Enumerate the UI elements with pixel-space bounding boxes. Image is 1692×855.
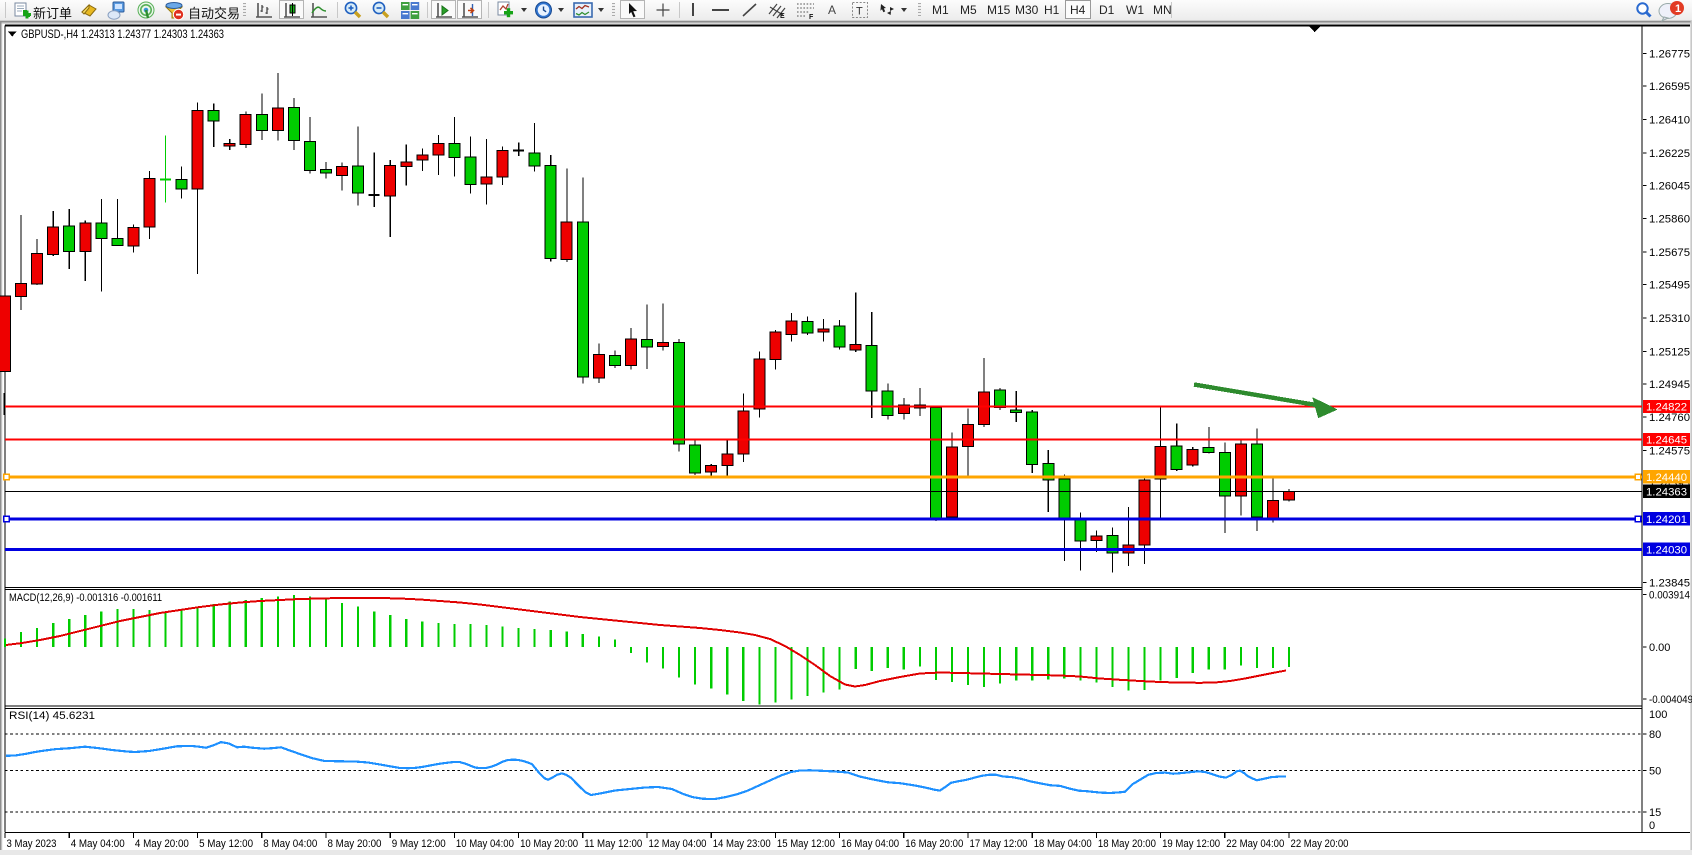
svg-text:1.26045: 1.26045 [1649, 180, 1690, 192]
svg-text:GBPUSD-,H4 1.24313 1.24377 1.: GBPUSD-,H4 1.24313 1.24377 1.24303 1.243… [21, 27, 224, 41]
svg-text:1.26225: 1.26225 [1649, 148, 1690, 160]
svg-text:1.24822: 1.24822 [1646, 402, 1687, 414]
svg-text:E: E [780, 13, 785, 20]
svg-text:1.24440: 1.24440 [1646, 472, 1687, 484]
svg-text:1.25495: 1.25495 [1649, 280, 1690, 292]
svg-text:4 May 20:00: 4 May 20:00 [135, 838, 189, 850]
svg-text:1.24575: 1.24575 [1649, 446, 1690, 458]
svg-text:1.26775: 1.26775 [1649, 49, 1690, 61]
svg-text:1: 1 [1675, 3, 1681, 15]
svg-text:12 May 04:00: 12 May 04:00 [649, 838, 707, 850]
svg-text:RSI(14) 45.6231: RSI(14) 45.6231 [9, 710, 95, 722]
svg-text:0.00: 0.00 [1649, 642, 1670, 654]
svg-text:100: 100 [1649, 709, 1667, 721]
svg-text:1.23845: 1.23845 [1649, 577, 1690, 589]
svg-text:1.25125: 1.25125 [1649, 346, 1690, 358]
svg-text:1.25675: 1.25675 [1649, 247, 1690, 259]
svg-text:3 May 2023: 3 May 2023 [7, 838, 57, 850]
svg-text:15: 15 [1649, 807, 1661, 819]
svg-text:16 May 04:00: 16 May 04:00 [841, 838, 899, 850]
svg-text:4 May 04:00: 4 May 04:00 [71, 838, 125, 850]
svg-text:1.24363: 1.24363 [1646, 487, 1687, 499]
svg-text:22 May 20:00: 22 May 20:00 [1291, 838, 1349, 850]
svg-text:19 May 12:00: 19 May 12:00 [1162, 838, 1220, 850]
svg-text:MACD(12,26,9) -0.001316 -0.001: MACD(12,26,9) -0.001316 -0.001611 [9, 592, 162, 604]
svg-text:80: 80 [1649, 729, 1661, 741]
svg-text:1.26410: 1.26410 [1649, 114, 1690, 126]
svg-text:18 May 04:00: 18 May 04:00 [1034, 838, 1092, 850]
svg-text:10 May 04:00: 10 May 04:00 [456, 838, 514, 850]
svg-text:1.24945: 1.24945 [1649, 379, 1690, 391]
svg-text:1.24201: 1.24201 [1646, 514, 1687, 526]
svg-text:0.003914: 0.003914 [1649, 590, 1690, 602]
svg-text:T: T [856, 6, 863, 18]
svg-text:15 May 12:00: 15 May 12:00 [777, 838, 835, 850]
svg-text:18 May 20:00: 18 May 20:00 [1098, 838, 1156, 850]
svg-text:8 May 04:00: 8 May 04:00 [263, 838, 317, 850]
svg-text:1.26595: 1.26595 [1649, 81, 1690, 93]
svg-text:9 May 12:00: 9 May 12:00 [392, 838, 446, 850]
svg-text:50: 50 [1649, 765, 1661, 777]
svg-text:1.24645: 1.24645 [1646, 435, 1687, 447]
svg-text:1.24760: 1.24760 [1649, 412, 1690, 424]
svg-text:16 May 20:00: 16 May 20:00 [905, 838, 963, 850]
svg-text:22 May 04:00: 22 May 04:00 [1226, 838, 1284, 850]
svg-text:1.24030: 1.24030 [1646, 545, 1687, 557]
svg-text:-0.004049: -0.004049 [1649, 694, 1692, 706]
svg-text:17 May 12:00: 17 May 12:00 [970, 838, 1028, 850]
svg-text:14 May 23:00: 14 May 23:00 [713, 838, 771, 850]
svg-text:5 May 12:00: 5 May 12:00 [199, 838, 253, 850]
svg-text:11 May 12:00: 11 May 12:00 [584, 838, 642, 850]
svg-text:1.25310: 1.25310 [1649, 313, 1690, 325]
svg-text:10 May 20:00: 10 May 20:00 [520, 838, 578, 850]
svg-text:1.25860: 1.25860 [1649, 214, 1690, 226]
svg-text:0: 0 [1649, 820, 1655, 832]
svg-text:F: F [809, 14, 814, 20]
svg-text:8 May 20:00: 8 May 20:00 [328, 838, 382, 850]
